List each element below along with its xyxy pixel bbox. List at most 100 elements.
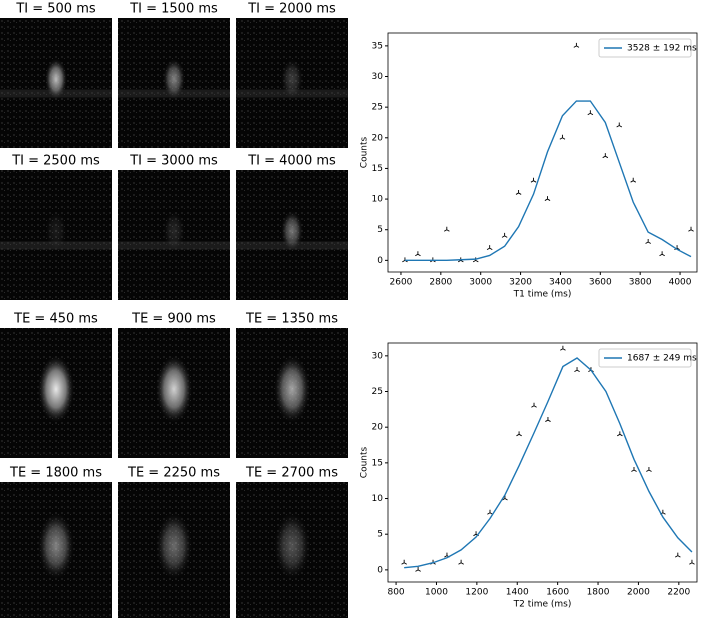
image-title: TI = 4000 ms — [247, 154, 336, 169]
x-tick-label: 3200 — [509, 278, 532, 288]
data-point — [659, 251, 665, 257]
image-title: TI = 3000 ms — [129, 154, 218, 169]
x-axis-label: T1 time (ms) — [513, 290, 572, 300]
x-tick-label: 3000 — [469, 278, 492, 288]
x-tick-label: 3400 — [549, 278, 572, 288]
y-tick-label: 15 — [372, 164, 383, 174]
image-title: TI = 1500 ms — [129, 2, 218, 17]
image-blob — [155, 512, 193, 580]
image-title: TE = 1800 ms — [9, 466, 102, 481]
data-point — [401, 559, 407, 565]
y-tick-label: 15 — [372, 458, 383, 468]
y-tick-label: 25 — [372, 387, 383, 397]
image-title: TE = 450 ms — [13, 312, 98, 327]
data-point — [415, 566, 421, 572]
legend-label: 3528 ± 192 ms — [627, 44, 697, 54]
image-blob — [44, 210, 68, 252]
image-blob — [44, 58, 68, 100]
data-point — [602, 153, 609, 159]
image-title: TE = 900 ms — [131, 312, 216, 327]
image-blob — [162, 210, 186, 252]
data-point — [545, 417, 551, 422]
data-point — [646, 466, 652, 472]
data-point — [573, 42, 580, 48]
image-title: TI = 2000 ms — [247, 2, 336, 17]
y-tick-label: 5 — [377, 225, 383, 235]
y-tick-label: 30 — [372, 351, 384, 361]
data-point — [443, 226, 450, 232]
y-axis-label: Counts — [360, 446, 370, 478]
fit-line — [404, 357, 693, 569]
image-title: TE = 2700 ms — [245, 466, 338, 481]
data-point — [616, 122, 623, 128]
data-point — [645, 238, 651, 244]
data-point — [544, 196, 551, 201]
data-point — [531, 402, 537, 408]
data-point — [515, 189, 522, 195]
y-tick-label: 25 — [372, 103, 383, 113]
image-blob — [280, 210, 304, 252]
plot-frame — [387, 32, 698, 273]
x-tick-label: 3600 — [589, 278, 612, 288]
x-tick-label: 1400 — [506, 588, 529, 598]
x-tick-label: 1600 — [546, 588, 569, 598]
data-point — [674, 552, 681, 558]
image-blob — [280, 58, 304, 100]
image-title: TE = 1350 ms — [245, 312, 338, 327]
image-blob — [273, 355, 311, 423]
y-tick-label: 5 — [377, 530, 383, 540]
legend-box — [598, 38, 692, 58]
data-point — [402, 257, 408, 263]
x-tick-label: 1000 — [425, 588, 448, 598]
image-blob — [37, 355, 75, 423]
y-tick-label: 10 — [372, 494, 384, 504]
y-tick-label: 20 — [372, 133, 384, 143]
image-title: TI = 500 ms — [15, 2, 96, 17]
x-tick-label: 4000 — [669, 278, 692, 288]
data-point — [630, 177, 637, 183]
data-point — [458, 559, 464, 565]
data-point — [530, 177, 537, 183]
y-tick-label: 30 — [372, 72, 384, 82]
data-point — [574, 367, 580, 372]
data-point — [501, 232, 508, 238]
data-point — [689, 559, 695, 565]
fit-line — [404, 100, 692, 262]
data-point — [487, 509, 493, 515]
data-point — [617, 431, 623, 437]
image-title: TI = 2500 ms — [11, 154, 100, 169]
y-tick-label: 0 — [377, 256, 383, 266]
data-point — [415, 251, 421, 257]
y-tick-label: 0 — [377, 565, 383, 575]
x-tick-label: 2800 — [429, 278, 452, 288]
image-blob — [37, 512, 75, 580]
x-tick-label: 2000 — [627, 588, 650, 598]
plot-frame — [387, 342, 698, 583]
data-point — [631, 466, 637, 472]
y-tick-label: 20 — [372, 423, 384, 433]
image-blob — [162, 58, 186, 100]
y-tick-label: 35 — [372, 41, 383, 51]
x-tick-label: 3800 — [629, 278, 652, 288]
data-point — [560, 345, 566, 351]
legend-box — [598, 348, 692, 368]
x-tick-label: 1800 — [587, 588, 610, 598]
image-blob — [273, 512, 311, 580]
x-tick-label: 2600 — [390, 278, 413, 288]
data-point — [486, 245, 493, 250]
x-tick-label: 2200 — [667, 588, 690, 598]
y-tick-label: 10 — [372, 195, 384, 205]
image-blob — [155, 355, 193, 423]
data-point — [430, 257, 436, 263]
data-point — [587, 110, 594, 116]
data-point — [688, 226, 694, 232]
data-point — [559, 134, 566, 140]
x-axis-label: T2 time (ms) — [513, 600, 572, 610]
y-axis-label: Counts — [360, 136, 370, 168]
image-title: TE = 2250 ms — [127, 466, 220, 481]
x-tick-label: 800 — [387, 588, 404, 598]
data-point — [516, 431, 522, 437]
legend-label: 1687 ± 249 ms — [627, 354, 697, 364]
